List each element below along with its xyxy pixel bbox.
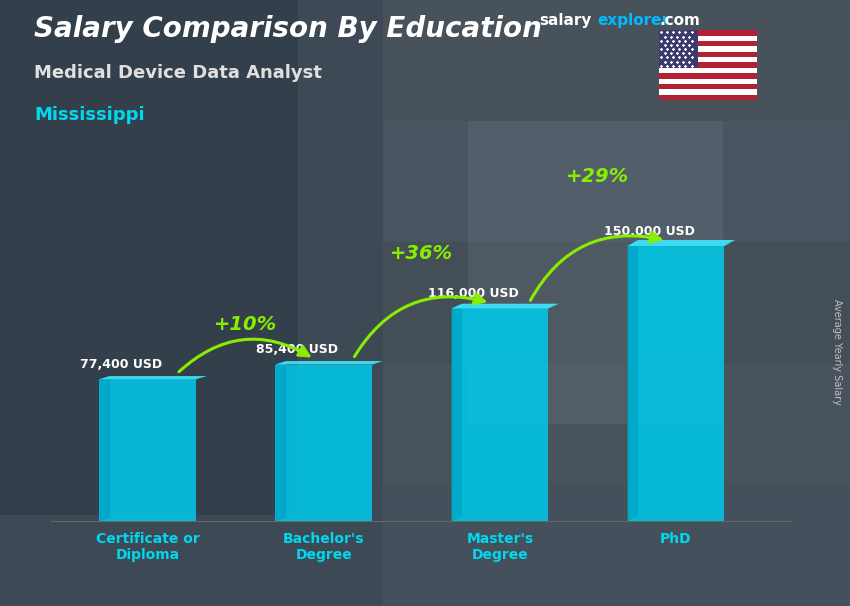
Bar bbox=[659, 73, 756, 79]
Bar bbox=[451, 308, 548, 521]
Text: Medical Device Data Analyst: Medical Device Data Analyst bbox=[34, 64, 322, 82]
Bar bbox=[659, 30, 756, 36]
Bar bbox=[99, 379, 196, 521]
Bar bbox=[659, 47, 756, 52]
Bar bbox=[382, 364, 850, 485]
Text: +29%: +29% bbox=[566, 167, 629, 186]
Bar bbox=[627, 246, 724, 521]
Text: explorer: explorer bbox=[598, 13, 670, 28]
Text: 85,400 USD: 85,400 USD bbox=[257, 343, 338, 356]
Text: salary: salary bbox=[540, 13, 592, 28]
Bar bbox=[382, 242, 850, 364]
Bar bbox=[659, 95, 756, 100]
Bar bbox=[468, 121, 722, 424]
Text: Average Yearly Salary: Average Yearly Salary bbox=[832, 299, 842, 404]
Polygon shape bbox=[99, 376, 207, 379]
Polygon shape bbox=[627, 240, 735, 246]
Bar bbox=[0, 0, 298, 515]
Bar bbox=[659, 62, 756, 68]
Bar bbox=[659, 30, 698, 68]
Bar bbox=[382, 485, 850, 606]
Polygon shape bbox=[627, 240, 638, 521]
Polygon shape bbox=[451, 304, 559, 308]
Bar bbox=[382, 121, 850, 242]
Bar bbox=[659, 68, 756, 73]
Text: +36%: +36% bbox=[390, 244, 453, 263]
Bar bbox=[659, 41, 756, 47]
Text: +10%: +10% bbox=[214, 315, 277, 334]
Text: 116,000 USD: 116,000 USD bbox=[428, 287, 519, 300]
Bar bbox=[659, 52, 756, 57]
Text: .com: .com bbox=[660, 13, 700, 28]
Bar bbox=[275, 364, 372, 521]
Polygon shape bbox=[451, 304, 462, 521]
Text: 77,400 USD: 77,400 USD bbox=[81, 358, 162, 371]
Bar bbox=[659, 79, 756, 84]
Bar bbox=[659, 36, 756, 41]
Bar bbox=[659, 57, 756, 62]
Polygon shape bbox=[99, 376, 110, 521]
Bar bbox=[659, 89, 756, 95]
Polygon shape bbox=[275, 361, 382, 364]
Bar bbox=[659, 84, 756, 89]
Bar bbox=[382, 0, 850, 121]
Polygon shape bbox=[275, 361, 286, 521]
Text: 150,000 USD: 150,000 USD bbox=[604, 225, 695, 238]
Text: Mississippi: Mississippi bbox=[34, 106, 144, 124]
Text: Salary Comparison By Education: Salary Comparison By Education bbox=[34, 15, 542, 43]
